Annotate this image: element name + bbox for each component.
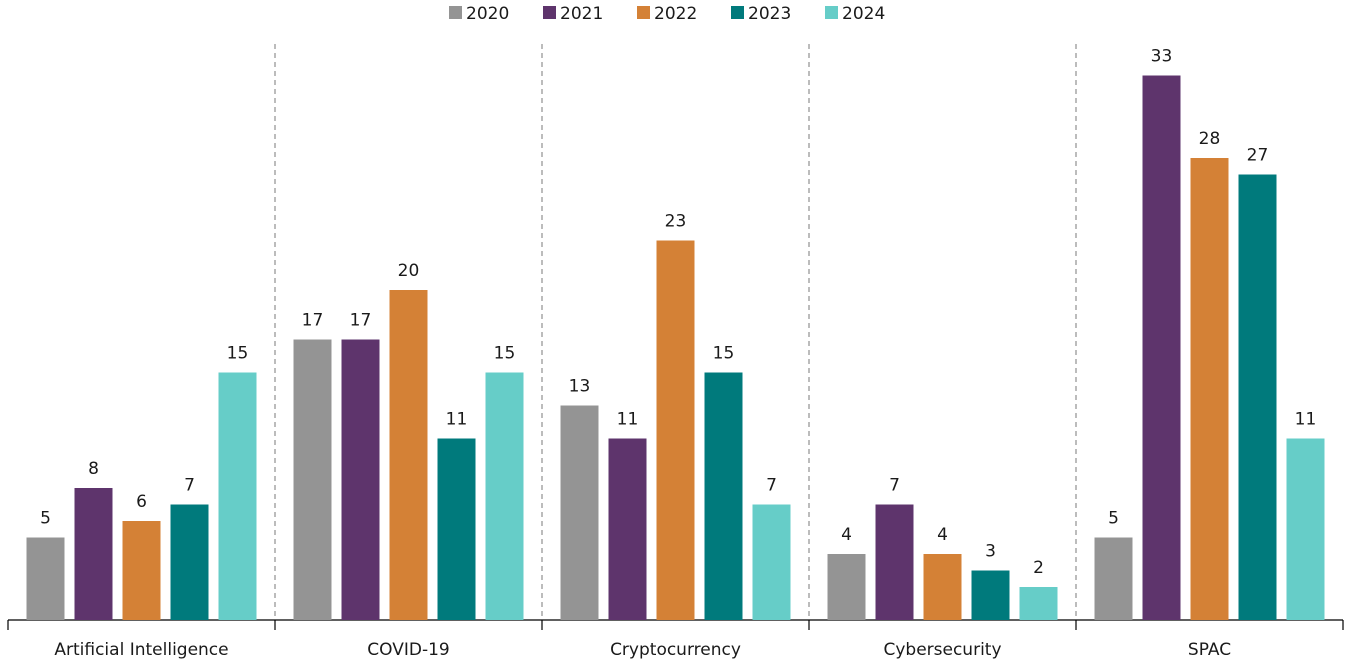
data-label: 15 (494, 344, 516, 364)
data-label: 5 (1108, 509, 1119, 529)
legend-swatch (543, 6, 556, 19)
bar (1019, 587, 1058, 620)
legend-label: 2020 (466, 4, 509, 24)
data-label: 4 (937, 525, 948, 545)
bar (608, 438, 647, 620)
data-label: 3 (985, 542, 996, 562)
legend-label: 2023 (748, 4, 791, 24)
bar (485, 372, 524, 620)
bar (341, 339, 380, 620)
data-label: 20 (398, 261, 420, 281)
data-label: 4 (841, 525, 852, 545)
bar (389, 290, 428, 620)
data-label: 7 (889, 476, 900, 496)
bar (827, 554, 866, 620)
data-label: 6 (136, 492, 147, 512)
data-label: 2 (1033, 558, 1044, 578)
legend-swatch (825, 6, 838, 19)
bar (923, 554, 962, 620)
bar (1094, 537, 1133, 620)
legend-label: 2022 (654, 4, 697, 24)
legend-swatch (449, 6, 462, 19)
data-label: 11 (1295, 410, 1317, 430)
x-tick-label: Artificial Intelligence (54, 640, 228, 660)
bar (437, 438, 476, 620)
data-label: 11 (617, 410, 639, 430)
data-label: 11 (446, 410, 468, 430)
legend-swatch (637, 6, 650, 19)
bar (1142, 75, 1181, 620)
bar (122, 521, 161, 620)
legend-swatch (731, 6, 744, 19)
data-label: 15 (713, 344, 735, 364)
bar (704, 372, 743, 620)
bar (971, 570, 1010, 620)
data-label: 17 (350, 311, 372, 331)
x-tick-label: SPAC (1188, 640, 1231, 660)
data-label: 27 (1247, 146, 1269, 166)
bar (875, 504, 914, 620)
data-label: 7 (766, 476, 777, 496)
bar (1286, 438, 1325, 620)
data-label: 33 (1151, 47, 1173, 67)
bar (1238, 174, 1277, 620)
bar (1190, 158, 1229, 620)
bar (218, 372, 257, 620)
data-label: 17 (302, 311, 324, 331)
legend-label: 2024 (842, 4, 885, 24)
bar (752, 504, 791, 620)
bar (656, 240, 695, 620)
bar (170, 504, 209, 620)
legend-label: 2021 (560, 4, 603, 24)
data-label: 13 (569, 377, 591, 397)
data-label: 23 (665, 212, 687, 232)
bar (293, 339, 332, 620)
x-tick-label: COVID-19 (367, 640, 449, 660)
bar (26, 537, 65, 620)
bar (74, 488, 113, 620)
data-label: 8 (88, 459, 99, 479)
x-tick-label: Cybersecurity (883, 640, 1001, 660)
data-label: 5 (40, 509, 51, 529)
data-label: 28 (1199, 129, 1221, 149)
bar (560, 405, 599, 620)
data-label: 15 (227, 344, 249, 364)
data-label: 7 (184, 476, 195, 496)
x-tick-label: Cryptocurrency (610, 640, 741, 660)
